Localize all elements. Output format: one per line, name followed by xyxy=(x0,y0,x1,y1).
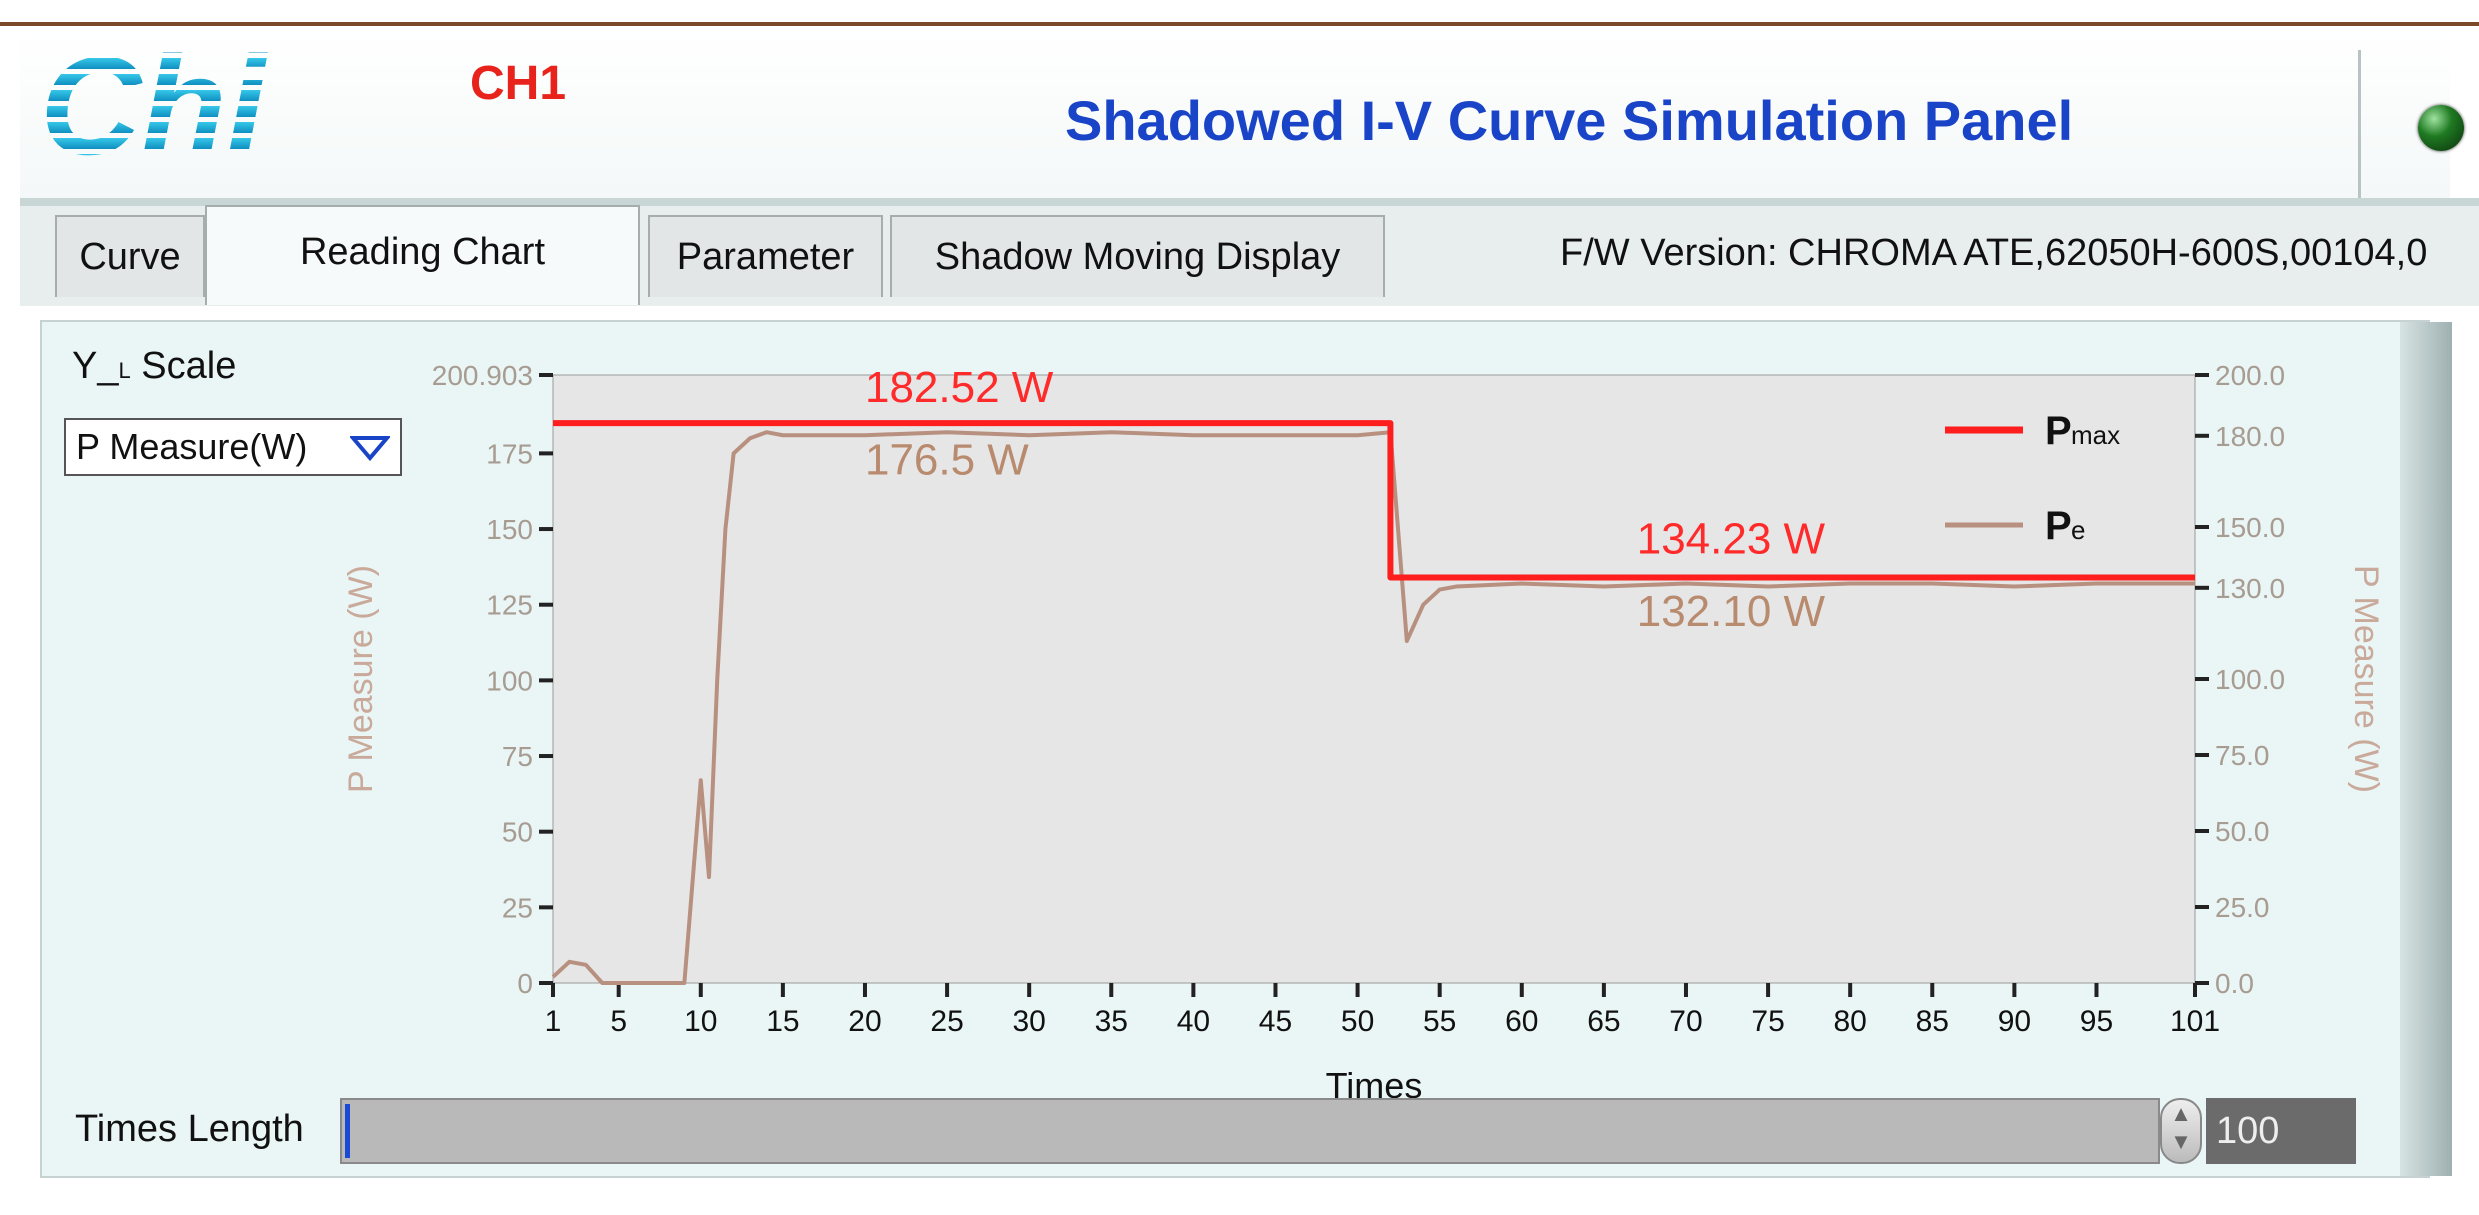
x-tick-label: 35 xyxy=(1095,1005,1128,1038)
y-right-tick-label: 180.0 xyxy=(2215,421,2285,452)
y-left-tick-label: 100 xyxy=(486,665,533,696)
series-line-pmax xyxy=(553,420,2195,581)
status-led-icon xyxy=(2418,105,2464,151)
tab-parameter[interactable]: Parameter xyxy=(648,215,883,297)
legend-label: P xyxy=(2045,409,2072,453)
y-right-tick-label: 25.0 xyxy=(2215,892,2270,923)
y-right-tick-label: 50.0 xyxy=(2215,816,2270,847)
y-right-tick-label: 100.0 xyxy=(2215,664,2285,695)
y-left-tick-label: 75 xyxy=(502,741,533,772)
header-bar xyxy=(20,30,2450,200)
value-annotation: 176.5 W xyxy=(865,436,1029,485)
firmware-version: F/W Version: CHROMA ATE,62050H-600S,0010… xyxy=(1560,232,2428,274)
x-tick-label: 25 xyxy=(930,1005,963,1038)
y-left-tick-label: 175 xyxy=(486,438,533,469)
times-length-label: Times Length xyxy=(75,1108,304,1150)
y-right-tick-label: 75.0 xyxy=(2215,740,2270,771)
header-divider xyxy=(2358,50,2361,200)
times-length-value[interactable]: 100 xyxy=(2206,1098,2356,1164)
y-left-tick-label: 50 xyxy=(502,817,533,848)
tab-curve[interactable]: Curve xyxy=(55,215,205,297)
window-top-border xyxy=(0,22,2479,26)
x-tick-label: 40 xyxy=(1177,1005,1210,1038)
chroma-logo: Chi xyxy=(40,42,269,172)
x-tick-label: 90 xyxy=(1998,1005,2031,1038)
y-scale-select[interactable]: P Measure(W) xyxy=(64,418,402,476)
x-tick-label: 30 xyxy=(1012,1005,1045,1038)
y-left-tick-label: 200.903 xyxy=(432,360,533,391)
x-tick-label: 101 xyxy=(2170,1005,2220,1038)
x-tick-label: 65 xyxy=(1587,1005,1620,1038)
x-tick-label: 15 xyxy=(766,1005,799,1038)
header-separator xyxy=(20,198,2479,206)
x-tick-label: 5 xyxy=(610,1005,627,1038)
x-tick-label: 60 xyxy=(1505,1005,1538,1038)
channel-label: CH1 xyxy=(470,57,567,110)
y-left-tick-label: 0 xyxy=(517,968,533,999)
value-annotation: 134.23 W xyxy=(1637,514,1826,563)
chevron-down-icon xyxy=(350,436,390,462)
x-tick-label: 85 xyxy=(1916,1005,1949,1038)
panel-scroll-edge xyxy=(2400,322,2452,1176)
value-annotation: 132.10 W xyxy=(1637,587,1826,636)
x-tick-label: 10 xyxy=(684,1005,717,1038)
legend-label-sub: e xyxy=(2071,515,2085,545)
y-left-tick-label: 125 xyxy=(486,590,533,621)
legend-label: P xyxy=(2045,504,2072,548)
plot-area xyxy=(552,374,2196,984)
page-title: Shadowed I-V Curve Simulation Panel xyxy=(1065,89,2074,152)
tab-shadow-moving-display[interactable]: Shadow Moving Display xyxy=(890,215,1385,297)
y-right-tick-label: 130.0 xyxy=(2215,573,2285,604)
y-left-axis-label: P Measure (W) xyxy=(342,565,380,793)
y-left-tick-label: 25 xyxy=(502,892,533,923)
x-tick-label: 45 xyxy=(1259,1005,1292,1038)
x-tick-label: 70 xyxy=(1669,1005,1702,1038)
svg-text:Chi: Chi xyxy=(40,42,269,172)
x-tick-label: 95 xyxy=(2080,1005,2113,1038)
x-tick-label: 80 xyxy=(1833,1005,1866,1038)
y-right-axis-label: P Measure (W) xyxy=(2347,565,2385,793)
y-right-tick-label: 0.0 xyxy=(2215,968,2254,999)
x-tick-label: 20 xyxy=(848,1005,881,1038)
series-line-pe xyxy=(551,430,2195,985)
times-length-slider-thumb[interactable] xyxy=(345,1104,350,1158)
x-tick-label: 1 xyxy=(545,1005,562,1038)
times-length-spinner[interactable]: ▲ ▼ xyxy=(2160,1098,2202,1164)
x-tick-label: 50 xyxy=(1341,1005,1374,1038)
legend-label-sub: max xyxy=(2071,420,2120,450)
value-annotation: 182.52 W xyxy=(865,363,1054,412)
y-left-tick-label: 150 xyxy=(486,514,533,545)
x-tick-label: 55 xyxy=(1423,1005,1456,1038)
y-scale-select-value: P Measure(W) xyxy=(76,426,308,467)
y-right-tick-label: 150.0 xyxy=(2215,512,2285,543)
times-length-slider[interactable] xyxy=(340,1098,2160,1164)
y-right-tick-label: 200.0 xyxy=(2215,360,2285,391)
y-scale-label: Y_L Scale xyxy=(72,345,237,387)
x-tick-label: 75 xyxy=(1751,1005,1784,1038)
tab-reading-chart[interactable]: Reading Chart xyxy=(205,205,640,305)
